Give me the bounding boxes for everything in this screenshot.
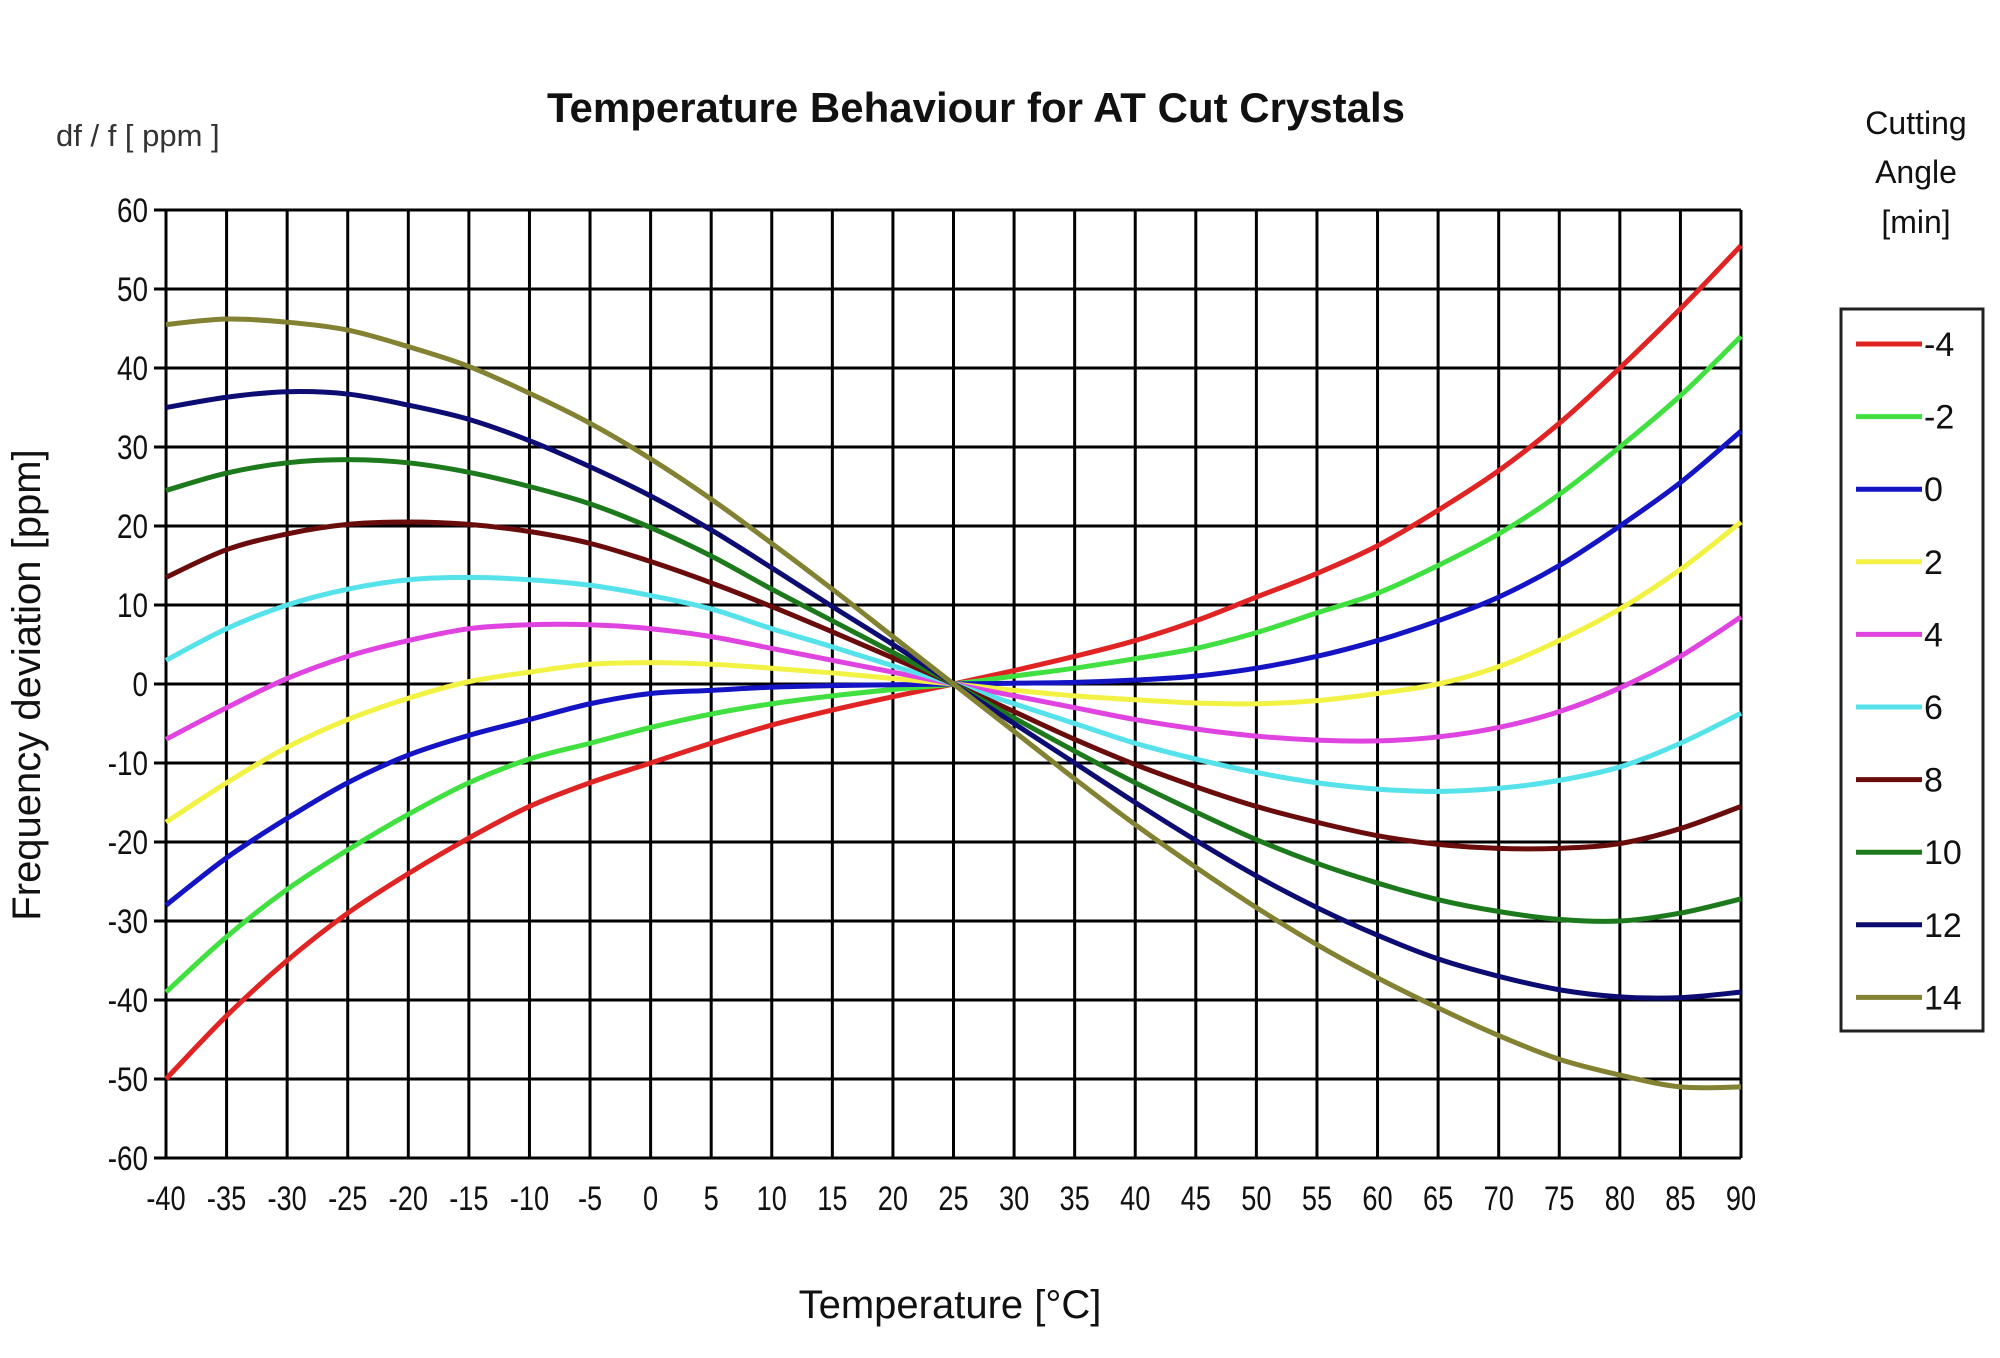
x-tick-label: 30 [999, 1179, 1029, 1218]
y-tick-label: -60 [108, 1139, 148, 1177]
x-tick-label: 10 [757, 1179, 787, 1218]
x-axis-label: Temperature [°C] [799, 1283, 1102, 1327]
series-line-14 [165, 316, 1742, 1091]
x-tick-label: -40 [146, 1179, 185, 1218]
x-tick-label: 0 [643, 1179, 658, 1218]
x-tick-label: 65 [1423, 1179, 1453, 1218]
y-tick-labels: 60 50 40 30 20 10 0 -10 -20 -30 -40 -50 -60 [108, 191, 148, 1177]
y-tick-label: 0 [132, 665, 148, 703]
y-tick-label: -40 [108, 981, 148, 1019]
y-tick-label: 10 [117, 586, 148, 624]
x-tick-label: -30 [268, 1179, 307, 1218]
legend-label: 6 [1924, 689, 1943, 727]
y-tick-label: 60 [117, 191, 148, 229]
unit-label: df / f [ ppm ] [56, 118, 220, 153]
x-tick-label: 40 [1120, 1179, 1150, 1218]
x-tick-label: 60 [1362, 1179, 1392, 1218]
x-tick-label: 50 [1241, 1179, 1271, 1218]
legend-title-line-2: Angle [1875, 154, 1957, 190]
y-tick-label: -20 [108, 823, 148, 861]
y-tick-label: -50 [108, 1060, 148, 1098]
x-tick-label: 70 [1484, 1179, 1514, 1218]
y-tick-label: -30 [108, 902, 148, 940]
x-tick-label: -35 [207, 1179, 246, 1218]
x-tick-label: 15 [817, 1179, 847, 1218]
x-tick-label: 45 [1181, 1179, 1211, 1218]
y-tick-label: 30 [117, 428, 148, 466]
y-tick-label: 40 [117, 349, 148, 387]
legend-label: 10 [1924, 834, 1962, 872]
y-tick-label: -10 [108, 744, 148, 782]
x-tick-label: -15 [449, 1179, 488, 1218]
x-tick-label: 5 [704, 1179, 719, 1218]
y-tick-label: 50 [117, 270, 148, 308]
x-tick-label: -25 [328, 1179, 367, 1218]
x-tick-label: -5 [578, 1179, 602, 1218]
x-tick-label: -20 [389, 1179, 428, 1218]
x-tick-label: 20 [878, 1179, 908, 1218]
x-tick-label: 85 [1665, 1179, 1695, 1218]
legend-label: 2 [1924, 544, 1943, 582]
legend-label: 4 [1924, 616, 1943, 654]
legend: Cutting Angle [min] -4 -2 0 2 4 6 8 10 12 14 [1839, 105, 1985, 1033]
legend-label: 14 [1924, 979, 1962, 1017]
legend-label: 12 [1924, 907, 1962, 945]
x-tick-label: -10 [510, 1179, 549, 1218]
x-tick-label: 35 [1060, 1179, 1090, 1218]
y-axis-label: Frequency deviation [ppm] [5, 449, 49, 920]
legend-label: -2 [1924, 399, 1954, 437]
x-tick-labels: -40 -35 -30 -25 -20 -15 -10 -5 0 5 10 15 20 25 30 35 40 4… [146, 1179, 1756, 1218]
y-tick-label: 20 [117, 507, 148, 545]
legend-label: -4 [1924, 326, 1954, 364]
legend-label: 0 [1924, 471, 1943, 509]
legend-label: 8 [1924, 762, 1943, 800]
x-tick-label: 80 [1605, 1179, 1635, 1218]
x-tick-label: 25 [938, 1179, 968, 1218]
legend-box [1839, 307, 1985, 1033]
x-tick-label: 90 [1726, 1179, 1756, 1218]
chart-title: Temperature Behaviour for AT Cut Crystal… [547, 84, 1405, 131]
legend-title-line-1: Cutting [1865, 105, 1966, 141]
series-lines [164, 243, 1743, 1091]
x-tick-label: 55 [1302, 1179, 1332, 1218]
legend-title-line-3: [min] [1881, 204, 1950, 240]
x-tick-label: 75 [1544, 1179, 1574, 1218]
